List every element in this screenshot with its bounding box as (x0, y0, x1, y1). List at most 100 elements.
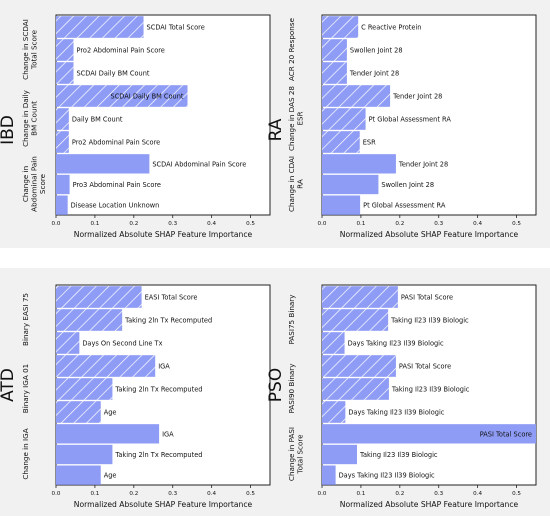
group-label-atd-1: Binary EASI 75 (21, 293, 30, 346)
bar-atd-3-2 (56, 444, 113, 465)
bar-label-atd-1-3: Days On Second Line Tx (82, 340, 162, 348)
bar-label-ra-2-2: Pt Global Assessment RA (369, 116, 452, 124)
group-label-line: PASI90 Binary (287, 363, 296, 414)
bar-atd-2-3 (56, 401, 101, 423)
bar-ra-3-2 (322, 174, 379, 195)
panel-ibd: IBD SCDAI Total Score Pro2 Abdominal Pain … (0, 14, 271, 239)
bar-label-atd-1-1: EASI Total Score (145, 294, 198, 302)
bar-label-ibd-1-1: SCDAI Total Score (147, 24, 205, 32)
x-tick-label-atd-2: 0.2 (129, 491, 138, 497)
x-tick-label-atd-3: 0.3 (168, 491, 177, 497)
panel-atd: ATD EASI Total Score Taking 2ln Tx Recompu… (0, 284, 271, 509)
bar-label-ibd-2-3: Pro2 Abdominal Pain Score (72, 139, 160, 147)
bar-ibd-2-1 (56, 85, 188, 107)
plot-area-ibd (55, 14, 271, 216)
x-tick-label-ibd-1: 0.1 (90, 221, 99, 227)
x-tick-label-ibd-4: 0.4 (207, 221, 216, 227)
x-tick-label-atd-0: 0.0 (52, 491, 61, 497)
group-label-ibd-2: Change in DailyBM Count (21, 89, 38, 147)
x-tick-label-ibd-0: 0.0 (52, 221, 61, 227)
bar-label-pso-1-2: Taking Il23 Il39 Biologic (390, 317, 469, 325)
x-tick-label-ra-1: 0.1 (356, 221, 365, 227)
bar-atd-1-2 (56, 309, 123, 331)
x-tick-label-ibd-5: 0.5 (246, 221, 255, 227)
bar-atd-3-3 (56, 465, 101, 485)
bar-atd-3-1 (56, 424, 160, 444)
group-label-line: Total Score (295, 434, 304, 475)
bar-label-ra-1-1: C Reactive Protein (361, 24, 421, 32)
group-label-line: Change in Daily (21, 89, 30, 147)
bar-label-ra-1-3: Tender Joint 28 (349, 70, 399, 78)
bar-label-ibd-2-1: SCDAI Daily BM Count (111, 93, 184, 101)
bar-atd-1-1 (56, 286, 142, 308)
group-label-atd-2: Binary IGA 01 (21, 364, 30, 413)
x-tick-label-atd-5: 0.5 (246, 491, 255, 497)
bar-pso-2-1 (322, 355, 396, 377)
bar-ra-2-3 (322, 131, 360, 153)
x-axis-label-atd: Normalized Absolute SHAP Feature Importa… (74, 500, 253, 509)
bar-label-ibd-1-3: SCDAI Daily BM Count (77, 70, 150, 78)
bar-ra-1-3 (322, 62, 347, 84)
bar-label-ra-2-1: Tender Joint 28 (392, 93, 442, 101)
bar-label-atd-3-3: Age (104, 472, 117, 480)
bar-label-ibd-3-2: Pro3 Abdominal Pain Score (73, 181, 161, 189)
bar-ibd-3-1 (56, 154, 150, 174)
group-label-pso-2: PASI90 Binary (287, 363, 296, 414)
disease-label-ibd: IBD (0, 115, 18, 145)
bar-pso-1-2 (322, 309, 389, 331)
x-tick-label-pso-4: 0.4 (473, 491, 482, 497)
group-label-line: Binary EASI 75 (21, 293, 30, 346)
x-tick-label-pso-2: 0.2 (395, 491, 404, 497)
x-tick-label-ra-3: 0.3 (434, 221, 443, 227)
bar-label-pso-1-3: Days Taking Il23 Il39 Biologic (348, 340, 444, 348)
group-label-ibd-3: Change inAbdominal PainScore (21, 156, 47, 212)
bar-pso-1-1 (322, 286, 398, 308)
group-label-ra-3: Change in CDAIRA (287, 156, 304, 212)
group-label-line: Change in SCDAI (21, 19, 30, 80)
x-tick-label-ra-5: 0.5 (512, 221, 521, 227)
bar-ibd-3-2 (56, 174, 70, 195)
bar-atd-1-3 (56, 332, 80, 354)
bar-ibd-1-2 (56, 39, 74, 61)
bar-label-atd-3-2: Taking 2ln Tx Recomputed (114, 451, 202, 459)
bar-ra-1-1 (322, 16, 359, 38)
disease-label-ra: RA (266, 118, 286, 141)
bar-pso-1-3 (322, 332, 345, 354)
bar-label-atd-3-1: IGA (162, 430, 174, 438)
bar-ra-2-2 (322, 108, 366, 130)
group-label-line: BM Count (29, 101, 38, 136)
bar-atd-2-2 (56, 378, 113, 400)
bar-label-ra-1-2: Swollen Joint 28 (350, 47, 403, 55)
bar-pso-2-3 (322, 401, 346, 423)
bar-label-pso-2-2: Taking Il23 Il39 Biologic (391, 386, 470, 394)
x-tick-label-ibd-2: 0.2 (129, 221, 138, 227)
bar-ibd-2-2 (56, 108, 69, 130)
bar-label-pso-1-1: PASI Total Score (401, 294, 453, 302)
bar-label-ibd-2-2: Daily BM Count (72, 116, 123, 124)
bar-label-pso-3-3: Days Taking Il23 Il39 Biologic (339, 472, 435, 480)
bar-ibd-1-1 (56, 16, 144, 38)
group-label-line: Change in IGA (21, 428, 30, 479)
bar-label-ra-3-2: Swollen Joint 28 (381, 181, 434, 189)
x-tick-label-atd-4: 0.4 (207, 491, 216, 497)
group-label-ibd-1: Change in SCDAITotal Score (21, 19, 38, 80)
x-tick-label-ra-0: 0.0 (318, 221, 327, 227)
group-label-pso-1: PASI75 Binary (287, 294, 296, 345)
bar-pso-3-3 (322, 465, 336, 485)
x-axis-label-pso: Normalized Absolute SHAP Feature Importa… (340, 500, 519, 509)
bar-pso-3-2 (322, 444, 358, 465)
bar-label-ibd-3-1: SCDAI Abdominal Pain Score (152, 160, 246, 168)
bar-label-atd-2-2: Taking 2ln Tx Recomputed (114, 386, 202, 394)
bar-ra-3-3 (322, 195, 361, 215)
x-tick-label-atd-1: 0.1 (90, 491, 99, 497)
group-label-line: Change in (21, 166, 30, 202)
x-tick-label-pso-0: 0.0 (318, 491, 327, 497)
panel-pso: PSO PASI Total Score Taking Il23 Il39 Biol… (266, 284, 537, 509)
bar-label-atd-2-1: IGA (158, 363, 170, 371)
bar-ibd-2-3 (56, 131, 69, 153)
x-tick-label-pso-1: 0.1 (356, 491, 365, 497)
bar-ra-2-1 (322, 85, 391, 107)
bar-pso-2-2 (322, 378, 389, 400)
bar-label-pso-2-1: PASI Total Score (399, 363, 451, 371)
